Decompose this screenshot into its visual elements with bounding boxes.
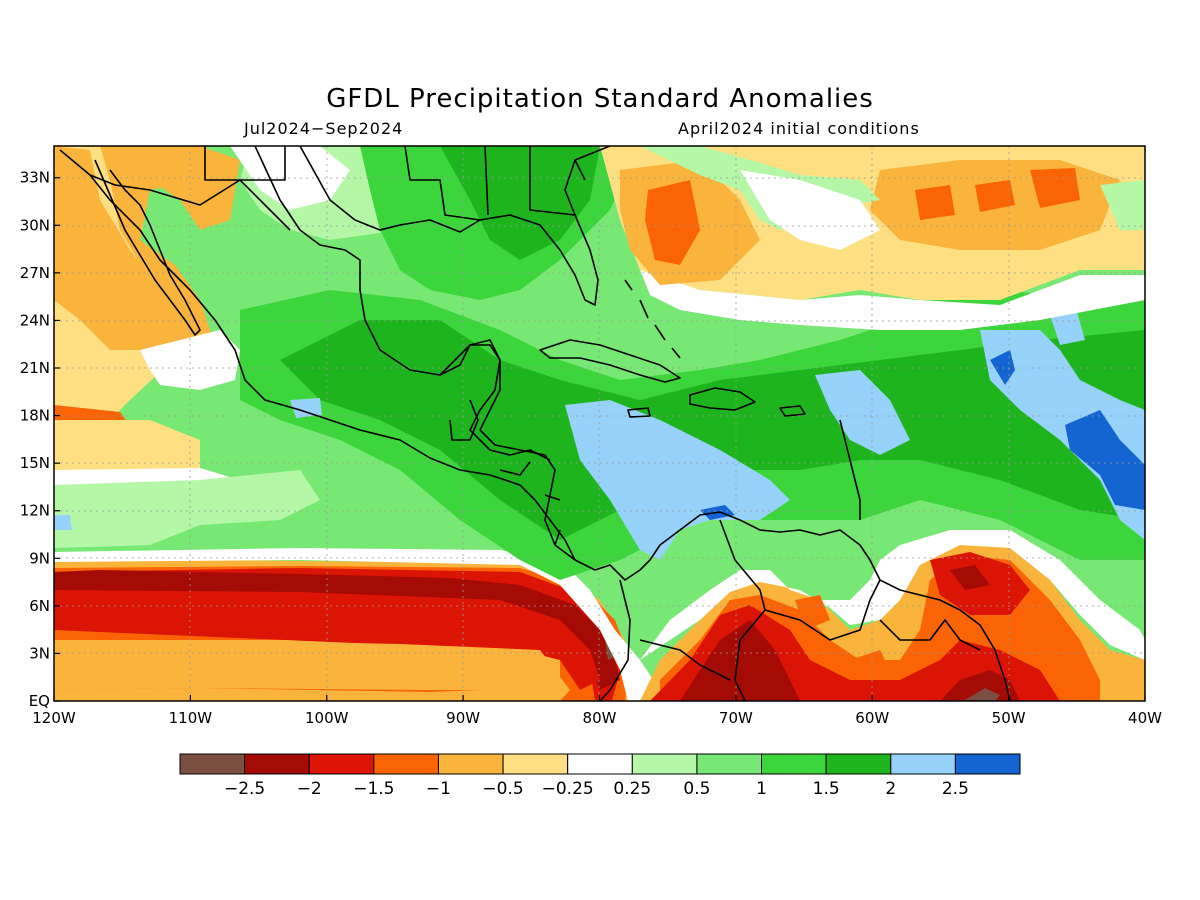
lat-tick-label: 33N	[20, 169, 50, 187]
colorbar-swatch	[437, 753, 504, 775]
colorbar-label: 2.5	[942, 779, 969, 799]
latitude-axis: 33N 30N 27N 24N 21N 18N 15N 12N 9N 6N 3N EQ	[20, 169, 60, 710]
colorbar-label: 1.5	[813, 779, 840, 799]
coastlines	[59, 146, 1011, 701]
colorbar-swatch	[954, 753, 1021, 775]
colorbar-label: 0.25	[613, 779, 651, 799]
lon-tick-label: 110W	[169, 709, 213, 727]
lat-tick-label: 3N	[29, 644, 50, 662]
lat-tick-label: 21N	[20, 359, 50, 377]
colorbar-swatch	[308, 753, 375, 775]
forecast-period: Jul2024−Sep2024	[244, 119, 404, 138]
lat-tick-label: 15N	[20, 454, 50, 472]
lat-tick-label: 24N	[20, 311, 50, 329]
chart-title: GFDL Precipitation Standard Anomalies	[326, 84, 874, 114]
colorbar-swatch	[567, 753, 633, 775]
colorbar-label: 0.5	[683, 779, 710, 799]
lon-tick-label: 80W	[583, 709, 617, 727]
lon-tick-label: 40W	[1128, 709, 1162, 727]
colorbar-swatch	[761, 753, 827, 775]
colorbar-swatch	[825, 753, 892, 775]
lat-tick-label: EQ	[29, 692, 50, 710]
anomaly-field	[54, 146, 1145, 701]
colorbar-label: −2.5	[224, 779, 265, 799]
lat-tick-label: 18N	[20, 407, 50, 425]
lat-tick-label: 27N	[20, 264, 50, 282]
lat-tick-label: 9N	[29, 549, 50, 567]
map-grid	[54, 146, 1145, 701]
colorbar-swatch	[373, 753, 439, 775]
colorbar-label: 1	[756, 779, 767, 799]
colorbar-label: 2	[885, 779, 896, 799]
colorbar-label: −0.25	[542, 779, 594, 799]
lon-tick-label: 90W	[446, 709, 480, 727]
lon-tick-label: 70W	[719, 709, 753, 727]
colorbar-swatch	[179, 753, 246, 775]
lat-tick-label: 6N	[29, 597, 50, 615]
lon-tick-label: 60W	[855, 709, 889, 727]
lon-tick-label: 50W	[992, 709, 1026, 727]
lon-tick-label: 120W	[32, 709, 76, 727]
colorbar-label: −2	[297, 779, 322, 799]
lat-tick-label: 30N	[20, 216, 50, 234]
lon-tick-label: 100W	[305, 709, 349, 727]
colorbar-swatch	[502, 753, 569, 775]
colorbar-label: −0.5	[482, 779, 523, 799]
colorbar-label: −1	[426, 779, 451, 799]
colorbar-label: −1.5	[353, 779, 394, 799]
colorbar-swatch	[244, 753, 310, 775]
colorbar-swatch	[696, 753, 763, 775]
colorbar: −2.5 −2 −1.5 −1 −0.5 −0.25 0.25 0.5 1 1.5 2 2.5	[179, 753, 1021, 799]
colorbar-swatch	[890, 753, 956, 775]
lat-tick-label: 12N	[20, 502, 50, 520]
initial-conditions-label: April2024 initial conditions	[678, 119, 920, 138]
colorbar-swatch	[631, 753, 698, 775]
longitude-axis: 120W 110W 100W 90W 80W 70W 60W 50W 40W	[32, 695, 1162, 727]
